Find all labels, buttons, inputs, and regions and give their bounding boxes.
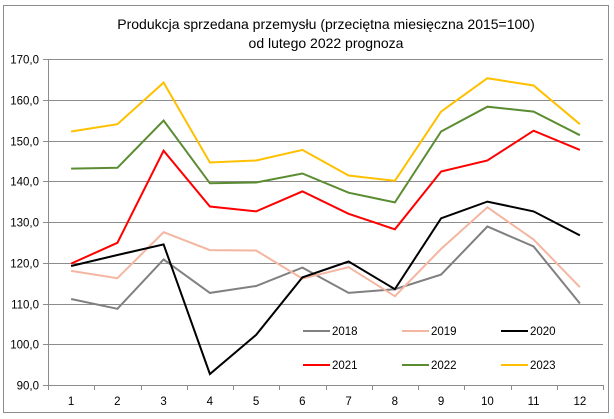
chart-title: Produkcja sprzedana przemysłu (przeciętn… (117, 16, 535, 32)
x-tick-label: 10 (481, 396, 494, 408)
x-tick-label: 7 (345, 396, 351, 408)
legend-label: 2020 (530, 326, 556, 338)
series-line-2019 (70, 206, 581, 298)
gridlines (48, 59, 603, 345)
x-tick-label: 5 (253, 396, 259, 408)
y-tick-label: 110,0 (11, 300, 39, 312)
chart-subtitle: od lutego 2022 prognoza (249, 35, 404, 51)
x-tick-label: 1 (68, 396, 74, 408)
x-tick-label: 2 (114, 396, 120, 408)
legend-label: 2023 (530, 360, 556, 372)
legend-item-2018: 2018 (303, 326, 358, 338)
legend-item-2019: 2019 (402, 326, 457, 338)
legend-item-2023: 2023 (501, 360, 556, 372)
x-tick-label: 3 (160, 396, 166, 408)
series-line-2018 (70, 225, 581, 310)
legend-item-2022: 2022 (402, 360, 457, 372)
series-lines (70, 77, 581, 376)
x-axis-ticks: 1 2 3 4 5 6 7 8 9 10 11 12 (48, 385, 604, 408)
y-tick-label: 160,0 (10, 96, 39, 108)
legend: 2018 2019 2020 2021 2022 2023 (303, 326, 556, 372)
legend-label: 2019 (431, 326, 457, 338)
x-tick-label: 6 (299, 396, 305, 408)
y-tick-label: 170,0 (10, 55, 39, 67)
y-tick-label: 120,0 (10, 259, 39, 271)
y-tick-label: 130,0 (10, 218, 39, 230)
legend-item-2020: 2020 (501, 326, 556, 338)
series-line-2020 (70, 200, 581, 376)
y-tick-label: 100,0 (10, 340, 39, 352)
y-tick-label: 90,0 (17, 381, 39, 393)
series-line-2022 (71, 105, 581, 204)
y-tick-label: 150,0 (10, 137, 39, 149)
legend-item-2021: 2021 (303, 360, 358, 372)
legend-label: 2021 (332, 360, 358, 372)
x-tick-label: 4 (207, 396, 214, 408)
x-tick-label: 8 (392, 396, 398, 408)
series-line-2021 (70, 129, 581, 265)
axes (48, 59, 603, 386)
series-line-2023 (70, 77, 581, 182)
legend-label: 2018 (332, 326, 358, 338)
x-tick-label: 12 (573, 396, 586, 408)
x-tick-label: 11 (528, 396, 540, 408)
legend-label: 2022 (431, 360, 457, 372)
y-tick-label: 140,0 (10, 177, 39, 189)
x-tick-label: 9 (438, 396, 444, 408)
y-axis-ticks: 90,0 100,0 110,0 120,0 130,0 140,0 150,0 160,0 1… (10, 55, 48, 393)
